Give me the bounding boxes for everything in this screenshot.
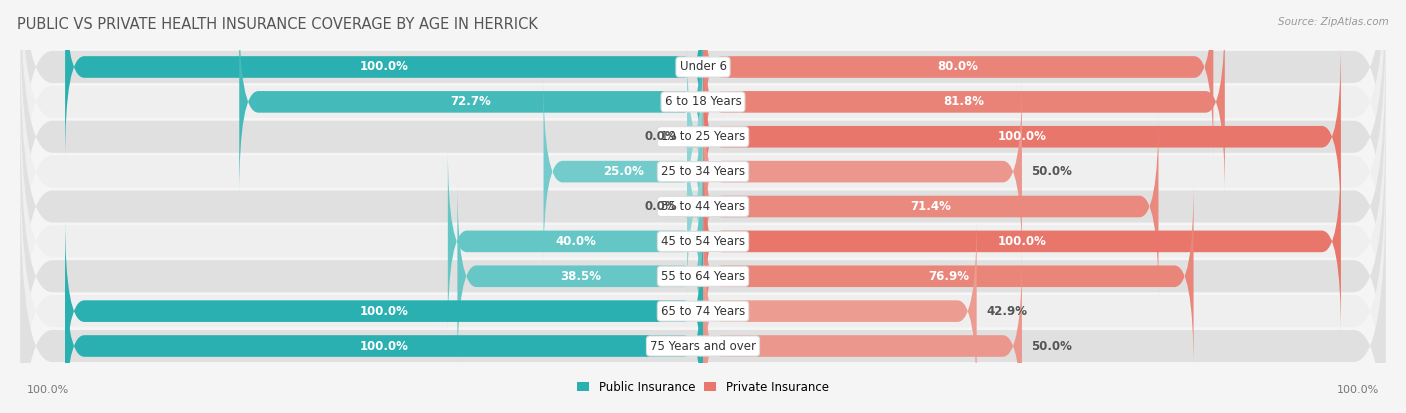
FancyBboxPatch shape <box>703 217 977 405</box>
Text: 76.9%: 76.9% <box>928 270 969 283</box>
FancyBboxPatch shape <box>21 0 1385 295</box>
Text: 100.0%: 100.0% <box>997 130 1046 143</box>
FancyBboxPatch shape <box>21 48 1385 365</box>
Text: 100.0%: 100.0% <box>997 235 1046 248</box>
Text: 0.0%: 0.0% <box>645 130 678 143</box>
FancyBboxPatch shape <box>21 13 1385 330</box>
Text: 38.5%: 38.5% <box>560 270 600 283</box>
FancyBboxPatch shape <box>703 0 1213 161</box>
FancyBboxPatch shape <box>683 113 706 300</box>
Text: Under 6: Under 6 <box>679 60 727 74</box>
FancyBboxPatch shape <box>544 78 703 266</box>
Text: 72.7%: 72.7% <box>451 95 492 108</box>
Text: 100.0%: 100.0% <box>1337 385 1379 395</box>
Text: 71.4%: 71.4% <box>910 200 952 213</box>
Text: 81.8%: 81.8% <box>943 95 984 108</box>
FancyBboxPatch shape <box>703 147 1341 335</box>
Legend: Public Insurance, Private Insurance: Public Insurance, Private Insurance <box>572 376 834 399</box>
Text: Source: ZipAtlas.com: Source: ZipAtlas.com <box>1278 17 1389 26</box>
FancyBboxPatch shape <box>21 118 1385 413</box>
Text: 100.0%: 100.0% <box>360 60 409 74</box>
FancyBboxPatch shape <box>21 0 1385 260</box>
FancyBboxPatch shape <box>703 78 1022 266</box>
Text: 42.9%: 42.9% <box>986 305 1028 318</box>
FancyBboxPatch shape <box>703 183 1194 370</box>
Text: 80.0%: 80.0% <box>938 60 979 74</box>
FancyBboxPatch shape <box>21 83 1385 400</box>
FancyBboxPatch shape <box>65 217 703 405</box>
Text: PUBLIC VS PRIVATE HEALTH INSURANCE COVERAGE BY AGE IN HERRICK: PUBLIC VS PRIVATE HEALTH INSURANCE COVER… <box>17 17 537 31</box>
Text: 19 to 25 Years: 19 to 25 Years <box>661 130 745 143</box>
FancyBboxPatch shape <box>457 183 703 370</box>
Text: 45 to 54 Years: 45 to 54 Years <box>661 235 745 248</box>
FancyBboxPatch shape <box>21 0 1385 225</box>
FancyBboxPatch shape <box>21 188 1385 413</box>
FancyBboxPatch shape <box>21 153 1385 413</box>
FancyBboxPatch shape <box>449 147 703 335</box>
Text: 65 to 74 Years: 65 to 74 Years <box>661 305 745 318</box>
Text: 40.0%: 40.0% <box>555 235 596 248</box>
Text: 100.0%: 100.0% <box>360 305 409 318</box>
Text: 50.0%: 50.0% <box>1032 339 1073 353</box>
FancyBboxPatch shape <box>65 0 703 161</box>
Text: 50.0%: 50.0% <box>1032 165 1073 178</box>
FancyBboxPatch shape <box>239 8 703 196</box>
FancyBboxPatch shape <box>65 252 703 413</box>
Text: 35 to 44 Years: 35 to 44 Years <box>661 200 745 213</box>
Text: 25 to 34 Years: 25 to 34 Years <box>661 165 745 178</box>
Text: 75 Years and over: 75 Years and over <box>650 339 756 353</box>
FancyBboxPatch shape <box>703 113 1159 300</box>
Text: 55 to 64 Years: 55 to 64 Years <box>661 270 745 283</box>
Text: 6 to 18 Years: 6 to 18 Years <box>665 95 741 108</box>
Text: 25.0%: 25.0% <box>603 165 644 178</box>
Text: 100.0%: 100.0% <box>360 339 409 353</box>
FancyBboxPatch shape <box>703 8 1225 196</box>
Text: 0.0%: 0.0% <box>645 200 678 213</box>
FancyBboxPatch shape <box>703 43 1341 230</box>
FancyBboxPatch shape <box>703 252 1022 413</box>
FancyBboxPatch shape <box>683 43 706 230</box>
Text: 100.0%: 100.0% <box>27 385 69 395</box>
